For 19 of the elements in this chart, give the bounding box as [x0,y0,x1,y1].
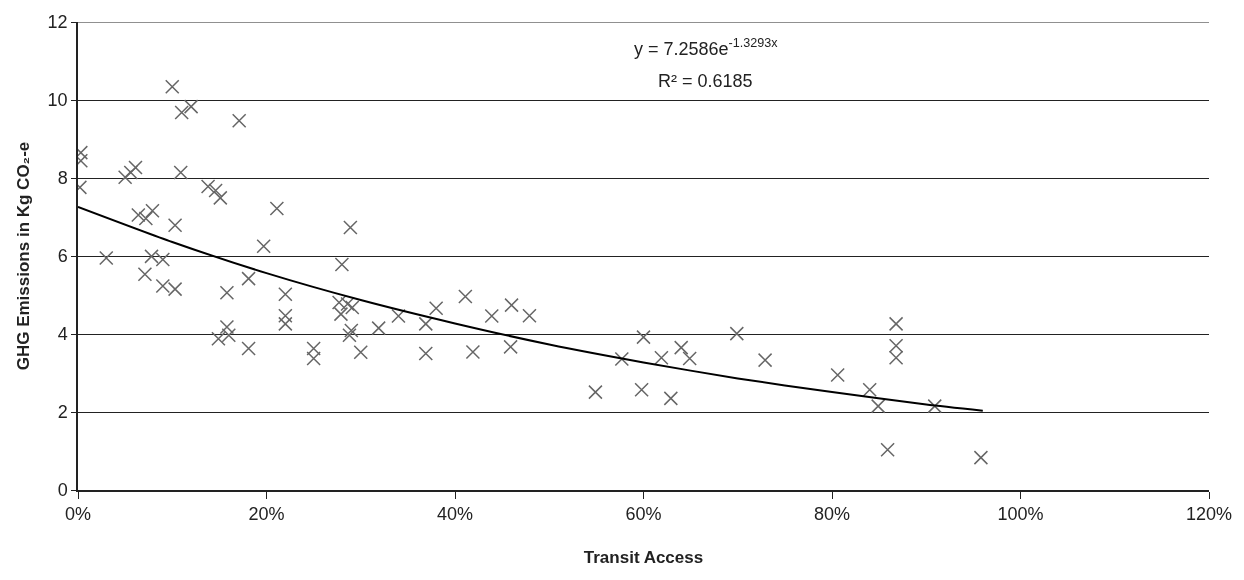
annotation: y = 7.2586e$^{-1.3293x}$ [634,36,779,59]
y-tick-label: 6 [57,246,68,267]
y-tick-label: 10 [47,90,68,111]
x-axis-title: Transit Access [583,548,704,568]
x-tick-label: 20% [248,504,285,525]
x-tick-label: 0% [64,504,92,525]
y-tick-label: 8 [57,168,68,189]
y-tick-label: 12 [47,12,68,33]
x-tick-label: 40% [436,504,474,525]
x-tick-label: 80% [813,504,851,525]
y-tick-label: 4 [57,324,68,345]
annotation: R² = 0.6185 [658,71,753,91]
x-tick-label: 60% [625,504,662,525]
y-tick-label: 0 [57,480,68,501]
line-series [78,205,984,412]
x-tick-label: 100% [997,504,1044,525]
y-axis-title: GHG Emissions in Kg CO₂-e [13,141,33,371]
x-tick-label: 120% [1185,504,1233,525]
y-tick-label: 2 [57,402,68,423]
